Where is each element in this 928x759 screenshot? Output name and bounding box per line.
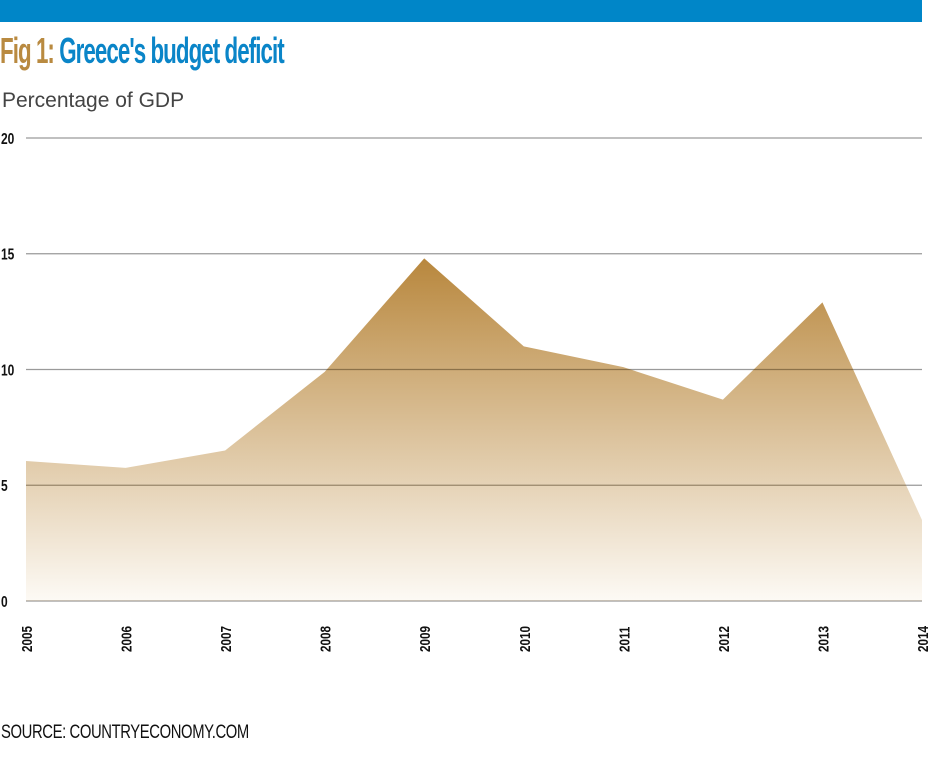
- x-tick-label: 2008: [317, 626, 334, 652]
- source-note: SOURCE: COUNTRYECONOMY.COM: [1, 722, 249, 743]
- x-tick-label: 2006: [118, 626, 135, 652]
- x-tick-label: 2013: [815, 626, 832, 652]
- area-series: [26, 258, 922, 601]
- y-tick-label: 0: [1, 592, 8, 610]
- x-tick-label: 2009: [417, 626, 434, 652]
- x-tick-label: 2014: [915, 626, 928, 652]
- chart-subtitle: Percentage of GDP: [2, 89, 185, 112]
- x-tick-label: 2011: [616, 626, 633, 652]
- title-text: Greece's budget deficit: [59, 30, 284, 71]
- x-tick-label: 2005: [19, 626, 36, 652]
- area-chart: 0 5 10 15 20 2005 2006 2007 2008 2009 2010 2011 201…: [1, 129, 928, 652]
- area-fill: [26, 258, 922, 601]
- x-tick-label: 2012: [716, 626, 733, 652]
- x-axis: 2005 2006 2007 2008 2009 2010 2011 2012 2013 2014: [19, 626, 928, 652]
- chart-title: Fig 1: Greece's budget deficit: [0, 30, 285, 71]
- x-tick-label: 2010: [516, 626, 533, 652]
- header-bar: [0, 0, 922, 22]
- y-tick-label: 15: [1, 245, 14, 263]
- y-tick-label: 5: [1, 477, 8, 495]
- figure-label: Fig 1:: [0, 30, 55, 71]
- y-tick-label: 10: [1, 361, 14, 379]
- x-tick-label: 2007: [218, 626, 235, 652]
- y-axis: 0 5 10 15 20: [1, 129, 14, 610]
- y-tick-label: 20: [1, 129, 14, 147]
